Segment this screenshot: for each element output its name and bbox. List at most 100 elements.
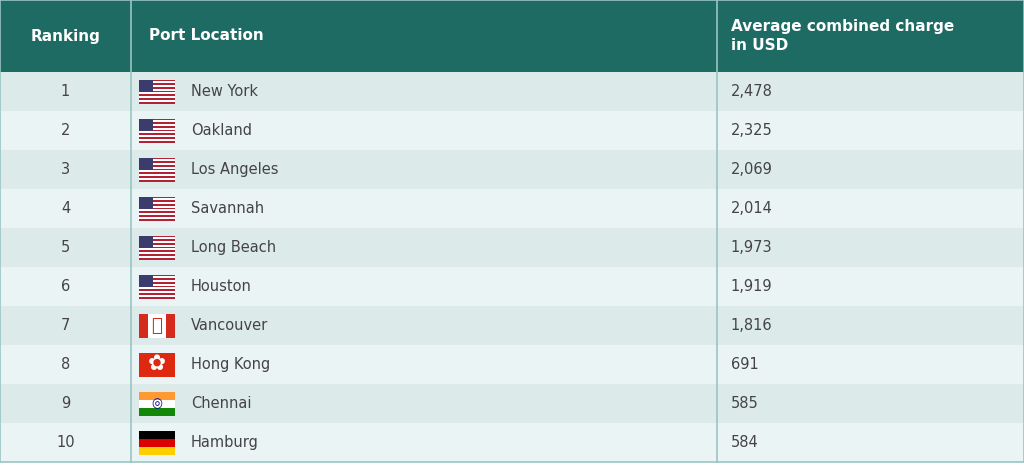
Bar (139, 430, 175, 439)
Bar (139, 285, 175, 287)
Bar (0, 228, 131, 267)
Text: Long Beach: Long Beach (191, 240, 276, 255)
Text: ✿: ✿ (148, 355, 166, 374)
Bar (139, 284, 175, 285)
Bar (139, 92, 175, 94)
Bar (131, 0, 717, 72)
Text: 6: 6 (60, 279, 71, 294)
Bar (139, 276, 175, 278)
Bar (139, 80, 154, 92)
Bar (139, 258, 175, 260)
Bar (139, 122, 175, 124)
Text: 10: 10 (56, 435, 75, 450)
Bar (131, 150, 717, 189)
Text: Los Angeles: Los Angeles (191, 162, 279, 177)
Text: 🍁: 🍁 (152, 317, 163, 334)
Bar (139, 399, 175, 407)
Bar (139, 247, 175, 248)
Bar (139, 94, 175, 96)
Bar (139, 314, 148, 338)
Bar (139, 439, 175, 447)
Bar (166, 314, 175, 338)
Bar (717, 267, 1024, 306)
Text: 7: 7 (60, 318, 71, 333)
Bar (131, 267, 717, 306)
Bar (0, 111, 131, 150)
Bar (139, 287, 175, 289)
Bar (139, 176, 175, 178)
Bar (139, 236, 154, 248)
Text: 1,919: 1,919 (731, 279, 772, 294)
Text: 2,325: 2,325 (731, 123, 772, 138)
Bar (0, 306, 131, 345)
Bar (139, 297, 175, 299)
Bar (139, 128, 175, 130)
Bar (139, 102, 175, 104)
Bar (139, 243, 175, 245)
Bar (139, 131, 175, 133)
Bar (139, 130, 175, 131)
Bar (131, 384, 717, 423)
Bar (139, 83, 175, 85)
Bar (139, 165, 175, 167)
Bar (131, 423, 717, 462)
Text: 2: 2 (60, 123, 71, 138)
Bar (139, 121, 175, 122)
Text: New York: New York (191, 84, 258, 99)
Bar (0, 0, 131, 72)
Bar (131, 189, 717, 228)
Bar (139, 248, 175, 250)
Bar (0, 384, 131, 423)
Text: Hamburg: Hamburg (191, 435, 259, 450)
Bar (139, 211, 175, 213)
Bar (139, 217, 175, 219)
Bar (139, 245, 175, 247)
Bar (139, 81, 175, 83)
Text: ◎: ◎ (152, 397, 163, 410)
Bar (717, 111, 1024, 150)
Text: 1: 1 (60, 84, 71, 99)
Bar (139, 157, 175, 159)
Text: 1,816: 1,816 (731, 318, 772, 333)
Text: 2,069: 2,069 (731, 162, 773, 177)
Text: Chennai: Chennai (191, 396, 252, 411)
Text: 8: 8 (60, 357, 71, 372)
Bar (139, 293, 175, 295)
Bar (139, 280, 175, 282)
Bar (139, 295, 175, 297)
Bar (139, 139, 175, 141)
Bar (0, 423, 131, 462)
Bar (139, 159, 175, 161)
Bar (139, 119, 154, 131)
Bar (139, 208, 175, 210)
Bar (717, 423, 1024, 462)
Bar (139, 447, 175, 455)
Bar (139, 196, 154, 210)
Bar (139, 352, 175, 376)
Bar (139, 215, 175, 217)
Text: 585: 585 (731, 396, 759, 411)
Text: Vancouver: Vancouver (191, 318, 268, 333)
Bar (139, 179, 175, 181)
Bar (148, 314, 166, 338)
Bar (139, 119, 175, 121)
Bar (139, 126, 175, 128)
Text: 4: 4 (60, 201, 71, 216)
Text: 2,478: 2,478 (731, 84, 773, 99)
Text: Port Location: Port Location (150, 29, 264, 43)
Bar (717, 384, 1024, 423)
Bar (0, 189, 131, 228)
Bar (0, 345, 131, 384)
Bar (139, 137, 175, 139)
Bar (139, 256, 175, 258)
Bar (717, 150, 1024, 189)
Bar (139, 391, 175, 399)
Bar (717, 189, 1024, 228)
Bar (717, 0, 1024, 72)
Bar (0, 72, 131, 111)
Bar (139, 202, 175, 204)
Text: Oakland: Oakland (191, 123, 252, 138)
Bar (717, 306, 1024, 345)
Bar (139, 278, 175, 280)
Bar (139, 157, 154, 171)
